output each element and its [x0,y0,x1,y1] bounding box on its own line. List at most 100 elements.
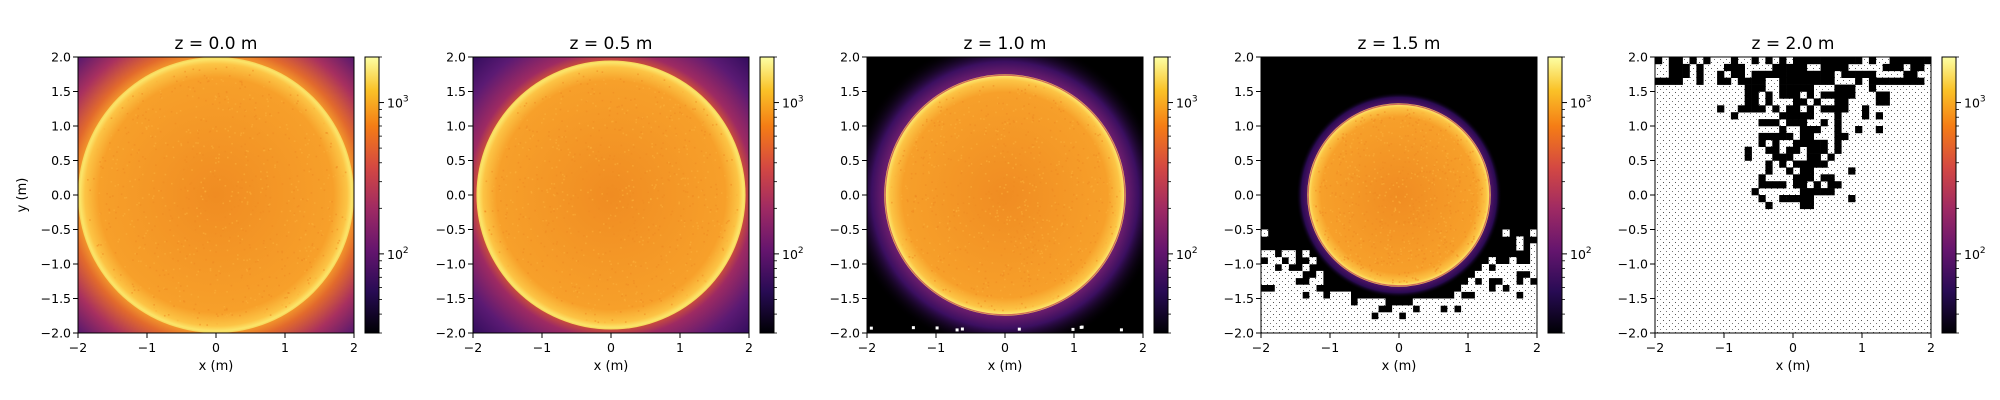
x-tick-label: 2 [1533,340,1541,355]
y-tick-label: 0.0 [446,188,466,203]
y-tick-label: −1.0 [1224,257,1254,272]
heatmap-image [1655,57,1931,333]
y-tick-label: −1.0 [436,257,466,272]
beam-disk [884,74,1126,316]
beam-disk [1307,103,1491,287]
x-tick-label: −1 [927,340,945,355]
y-tick-label: −1.5 [1618,291,1648,306]
colorbar [760,57,774,333]
x-axis-label: x (m) [199,359,234,374]
colorbar [1548,57,1562,333]
y-tick-label: −1.5 [41,291,71,306]
y-tick-label: 2.0 [840,50,860,65]
y-tick-label: 2.0 [51,50,71,65]
y-tick-label: −0.5 [41,222,71,237]
panel-4: z = 2.0 m −2 −1 0 1 2 2.0 1.5 1.0 0.5 0.0 −0.5 −1.0 −… [1618,34,1986,374]
x-tick-label: 2 [1139,340,1147,355]
y-tick-label: −1.5 [1224,291,1254,306]
y-tick-label: 0.5 [51,153,71,168]
x-tick-label: −2 [1646,340,1664,355]
colorbar-tick-label: 103 [1964,95,1986,111]
y-tick-label: −0.5 [436,222,466,237]
y-tick-label: 1.0 [840,119,860,134]
x-tick-label: 2 [745,340,753,355]
y-tick-label: 1.5 [51,84,71,99]
y-tick-label: 0.5 [1234,153,1254,168]
heatmap-image [867,57,1143,333]
panel-2: z = 1.0 m −2 −1 0 1 2 2.0 1.5 1.0 0.5 0.0 −0.5 −1.0 −… [830,34,1198,374]
panel-3: z = 1.5 m −2 −1 0 1 2 2.0 1.5 1.0 0.5 0.0 −0.5 −1.0 −… [1224,34,1592,374]
x-axis-label: x (m) [594,359,629,374]
y-tick-label: −0.5 [1224,222,1254,237]
y-tick-label: −0.5 [1618,222,1648,237]
heatmap-image [1261,57,1537,333]
colorbar-tick-label: 103 [387,95,409,111]
x-tick-label: −1 [1715,340,1733,355]
panel-title: z = 1.0 m [964,34,1047,54]
y-tick-label: 0.5 [1628,153,1648,168]
x-tick-label: 0 [212,340,220,355]
y-tick-label: −1.0 [1618,257,1648,272]
x-axis-label: x (m) [988,359,1023,374]
y-tick-label: 0.0 [1628,188,1648,203]
colorbar-tick-label: 103 [782,95,804,111]
y-tick-label: 0.0 [1234,188,1254,203]
colorbar-tick-label: 103 [1176,95,1198,111]
colorbar-tick-label: 102 [1570,246,1592,262]
y-tick-label: −2.0 [436,326,466,341]
beam-disk [78,57,354,333]
y-tick-label: −1.5 [830,291,860,306]
x-tick-label: −2 [464,340,482,355]
heatmap-image [78,57,354,333]
y-tick-label: 2.0 [446,50,466,65]
y-tick-label: 0.0 [840,188,860,203]
colorbar-tick-label: 102 [387,246,409,262]
colorbar-tick-label: 102 [1964,246,1986,262]
y-tick-label: −1.0 [41,257,71,272]
x-tick-label: −1 [138,340,156,355]
x-tick-label: 0 [1001,340,1009,355]
y-tick-label: −2.0 [1618,326,1648,341]
y-tick-label: 2.0 [1234,50,1254,65]
y-tick-label: 0.5 [446,153,466,168]
colorbar [365,57,379,333]
x-tick-label: −1 [1321,340,1339,355]
heatmap-image [473,57,749,333]
y-tick-label: 1.5 [446,84,466,99]
y-tick-label: −2.0 [830,326,860,341]
x-tick-label: 0 [607,340,615,355]
panel-title: z = 1.5 m [1358,34,1441,54]
y-tick-label: 2.0 [1628,50,1648,65]
y-tick-label: 1.0 [1628,119,1648,134]
y-tick-label: 1.0 [51,119,71,134]
x-tick-label: 1 [1858,340,1866,355]
y-tick-label: −0.5 [830,222,860,237]
colorbar-tick-label: 103 [1570,95,1592,111]
y-tick-label: −2.0 [1224,326,1254,341]
panel-title: z = 0.5 m [570,34,653,54]
x-tick-label: −2 [69,340,87,355]
x-tick-label: −2 [858,340,876,355]
y-tick-label: 1.5 [1234,84,1254,99]
x-tick-label: 0 [1789,340,1797,355]
y-tick-label: 1.5 [840,84,860,99]
x-tick-label: 1 [676,340,684,355]
x-tick-label: −2 [1252,340,1270,355]
y-tick-label: 1.5 [1628,84,1648,99]
x-tick-label: 1 [1464,340,1472,355]
x-axis-label: x (m) [1776,359,1811,374]
x-tick-label: 2 [1927,340,1935,355]
y-tick-label: −2.0 [41,326,71,341]
x-tick-label: 1 [281,340,289,355]
y-tick-label: 1.0 [1234,119,1254,134]
x-tick-label: −1 [533,340,551,355]
y-tick-label: 0.0 [51,188,71,203]
y-tick-label: −1.5 [436,291,466,306]
panel-0: z = 0.0 m −2 −1 0 1 2 2.0 1.5 1.0 0.5 0.0 −0.5 −1.0 −… [15,34,409,374]
y-tick-label: 0.5 [840,153,860,168]
y-tick-label: 1.0 [446,119,466,134]
panel-1: z = 0.5 m −2 −1 0 1 2 2.0 1.5 1.0 0.5 0.0 −0.5 −1.0 −… [436,34,804,374]
beam-disk [476,60,746,330]
colorbar [1154,57,1168,333]
